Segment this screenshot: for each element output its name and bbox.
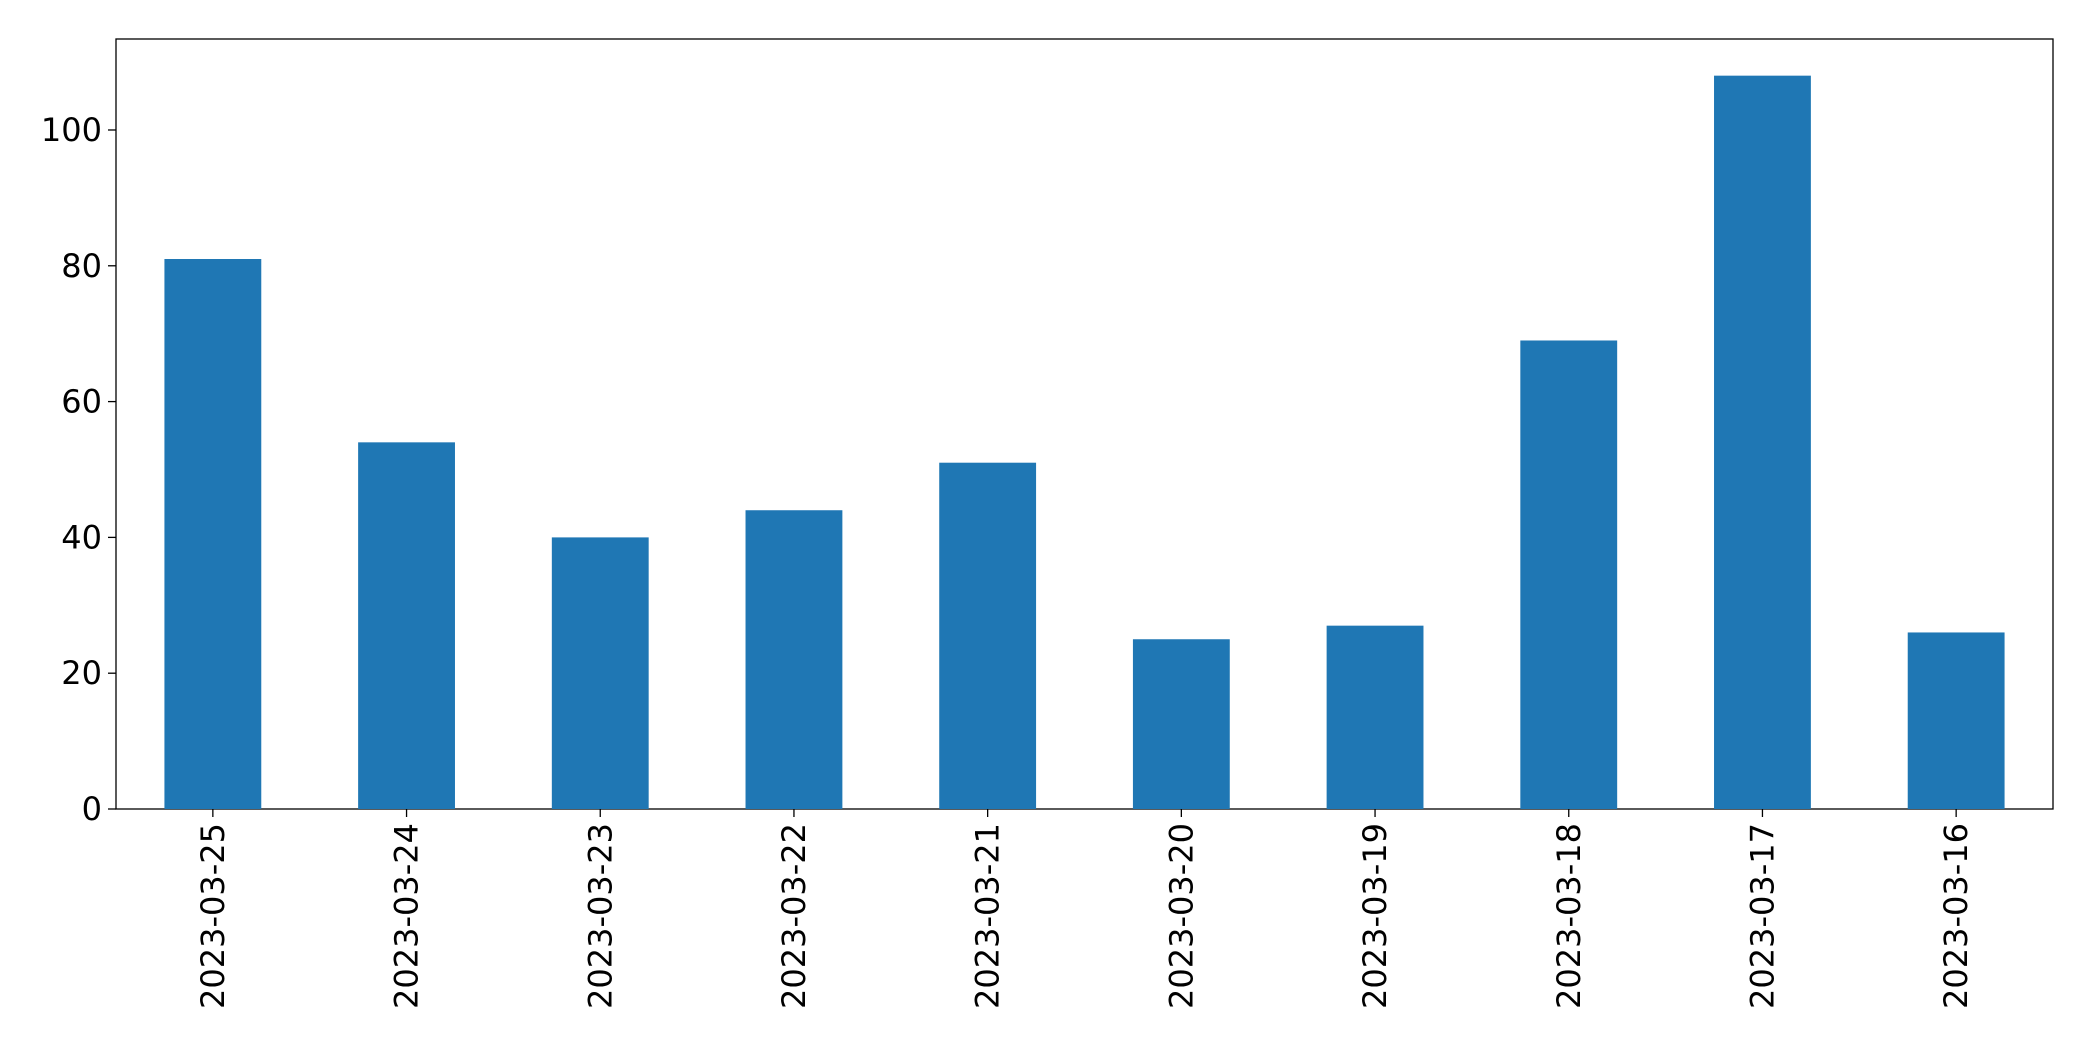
- bar: [1714, 75, 1811, 809]
- x-tick-label: 2023-03-25: [194, 823, 232, 1009]
- bar: [358, 442, 455, 809]
- bar: [745, 510, 843, 809]
- x-tick-label: 2023-03-17: [1743, 823, 1781, 1009]
- bar: [1326, 625, 1424, 809]
- x-tick-label: 2023-03-18: [1550, 823, 1588, 1009]
- bar: [551, 537, 649, 809]
- y-tick-label: 100: [41, 111, 102, 149]
- plot-frame: [115, 38, 2054, 810]
- x-tick-label: 2023-03-19: [1356, 823, 1394, 1009]
- x-tick-label: 2023-03-20: [1162, 823, 1200, 1009]
- x-tick-label: 2023-03-23: [581, 823, 619, 1009]
- y-tick-label: 60: [61, 383, 102, 421]
- y-tick-label: 20: [61, 654, 102, 692]
- x-tick-label: 2023-03-16: [1937, 823, 1975, 1009]
- bar: [164, 259, 262, 809]
- x-tick-label: 2023-03-22: [775, 823, 813, 1009]
- x-tick-label: 2023-03-21: [969, 823, 1007, 1009]
- bar: [1907, 632, 2005, 809]
- y-tick-label: 0: [82, 790, 102, 828]
- y-tick-label: 40: [61, 518, 102, 556]
- x-tick-label: 2023-03-24: [388, 823, 426, 1009]
- bar: [1132, 639, 1230, 809]
- bar: [939, 462, 1037, 809]
- bar: [1520, 340, 1618, 809]
- y-tick-label: 80: [61, 247, 102, 285]
